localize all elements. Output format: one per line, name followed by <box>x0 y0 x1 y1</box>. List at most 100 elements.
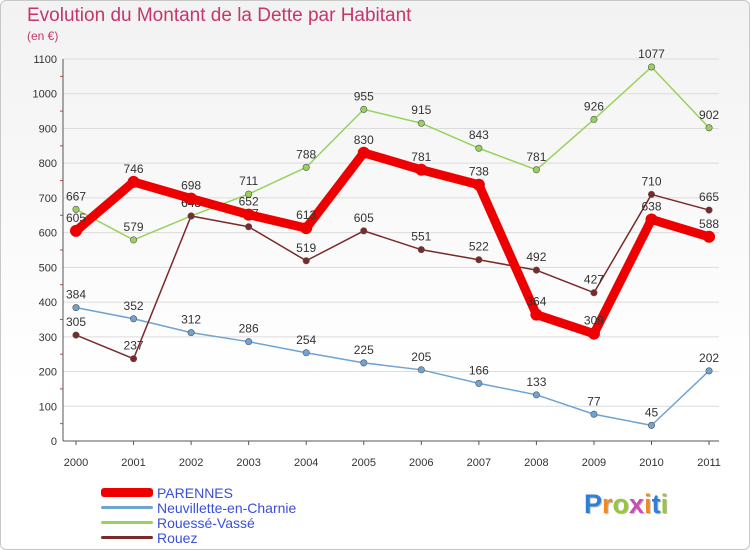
data-point <box>475 379 483 387</box>
data-point <box>647 63 655 71</box>
data-point <box>187 212 195 220</box>
data-label: 788 <box>296 147 316 161</box>
data-label: 492 <box>526 250 546 264</box>
y-tick-label: 700 <box>39 193 57 205</box>
data-label: 286 <box>239 322 259 336</box>
data-point <box>647 421 655 429</box>
data-point <box>72 205 80 213</box>
data-label: 781 <box>411 150 431 164</box>
data-point <box>703 230 716 243</box>
series-line <box>75 193 710 360</box>
legend-item: Neuvillette-en-Charnie <box>101 500 296 516</box>
y-tick-label: 500 <box>39 262 57 274</box>
data-point <box>242 208 255 221</box>
data-label: 309 <box>584 314 604 328</box>
data-point <box>472 178 485 191</box>
data-label: 613 <box>296 208 316 222</box>
data-label: 202 <box>699 351 719 365</box>
data-point <box>302 163 310 171</box>
data-point <box>417 366 425 374</box>
data-label: 77 <box>587 394 601 408</box>
data-point <box>245 223 253 231</box>
y-tick-label: 600 <box>39 228 57 240</box>
data-label: 843 <box>469 128 489 142</box>
legend-swatch <box>101 488 153 497</box>
data-label: 205 <box>411 350 431 364</box>
legend-item: PARENNES <box>101 484 296 501</box>
y-tick-label: 200 <box>39 367 57 379</box>
data-label: 364 <box>526 295 546 309</box>
data-point <box>302 349 310 357</box>
y-tick-label: 800 <box>39 158 57 170</box>
data-point <box>360 359 368 367</box>
data-label: 710 <box>641 174 661 188</box>
legend-label: Rouessé-Vassé <box>157 514 255 531</box>
series-line <box>75 306 710 427</box>
proxiti-logo: Proxiti <box>584 489 669 519</box>
data-point <box>647 190 655 198</box>
data-label: 166 <box>469 363 489 377</box>
data-label: 305 <box>66 315 86 329</box>
chart-title: Evolution du Montant de la Dette par Hab… <box>27 5 412 26</box>
data-label: 133 <box>526 375 546 389</box>
x-tick-label: 2007 <box>467 457 491 469</box>
data-point <box>590 115 598 123</box>
data-label: 225 <box>354 343 374 357</box>
legend-swatch <box>101 536 153 539</box>
series-line <box>71 148 714 339</box>
legend-swatch <box>101 521 153 524</box>
data-label: 915 <box>411 103 431 117</box>
x-tick-label: 2005 <box>352 457 376 469</box>
data-point <box>590 289 598 297</box>
x-tick-label: 2006 <box>409 457 433 469</box>
data-point <box>475 256 483 264</box>
data-point <box>587 327 600 340</box>
x-tick-label: 2010 <box>639 457 663 469</box>
data-label: 254 <box>296 333 316 347</box>
data-point <box>417 246 425 254</box>
data-label: 588 <box>699 217 719 231</box>
data-point <box>532 391 540 399</box>
data-label: 781 <box>526 150 546 164</box>
x-tick-label: 2009 <box>582 457 606 469</box>
data-point <box>185 192 198 205</box>
data-label: 738 <box>469 165 489 179</box>
data-point <box>187 329 195 337</box>
data-label: 902 <box>699 108 719 122</box>
y-tick-label: 100 <box>39 401 57 413</box>
x-tick-label: 2011 <box>697 457 721 469</box>
data-point <box>475 144 483 152</box>
data-label: 551 <box>411 230 431 244</box>
data-label: 830 <box>354 133 374 147</box>
legend-label: Rouez <box>157 529 198 546</box>
chart-unit: (en €) <box>27 29 59 43</box>
legend-item: Rouessé-Vassé <box>101 514 296 531</box>
data-point <box>245 190 253 198</box>
data-label: 312 <box>181 313 201 327</box>
data-point <box>705 367 713 375</box>
y-tick-label: 400 <box>39 297 57 309</box>
data-label: 579 <box>124 220 144 234</box>
data-point <box>300 222 313 235</box>
data-point <box>72 304 80 312</box>
data-point <box>705 206 713 214</box>
legend-label: PARENNES <box>157 484 233 501</box>
data-point <box>532 266 540 274</box>
data-point <box>360 227 368 235</box>
data-point <box>532 166 540 174</box>
x-tick-label: 2003 <box>236 457 260 469</box>
data-point <box>130 236 138 244</box>
data-label: 711 <box>239 174 258 188</box>
x-tick-label: 2002 <box>179 457 203 469</box>
data-point <box>72 331 80 339</box>
data-label: 926 <box>584 99 604 113</box>
data-label: 519 <box>296 241 316 255</box>
data-label: 746 <box>124 162 144 176</box>
data-point <box>590 410 598 418</box>
data-label: 605 <box>354 211 374 225</box>
data-label: 698 <box>181 179 201 193</box>
data-point <box>127 175 140 188</box>
data-label: 665 <box>699 190 719 204</box>
